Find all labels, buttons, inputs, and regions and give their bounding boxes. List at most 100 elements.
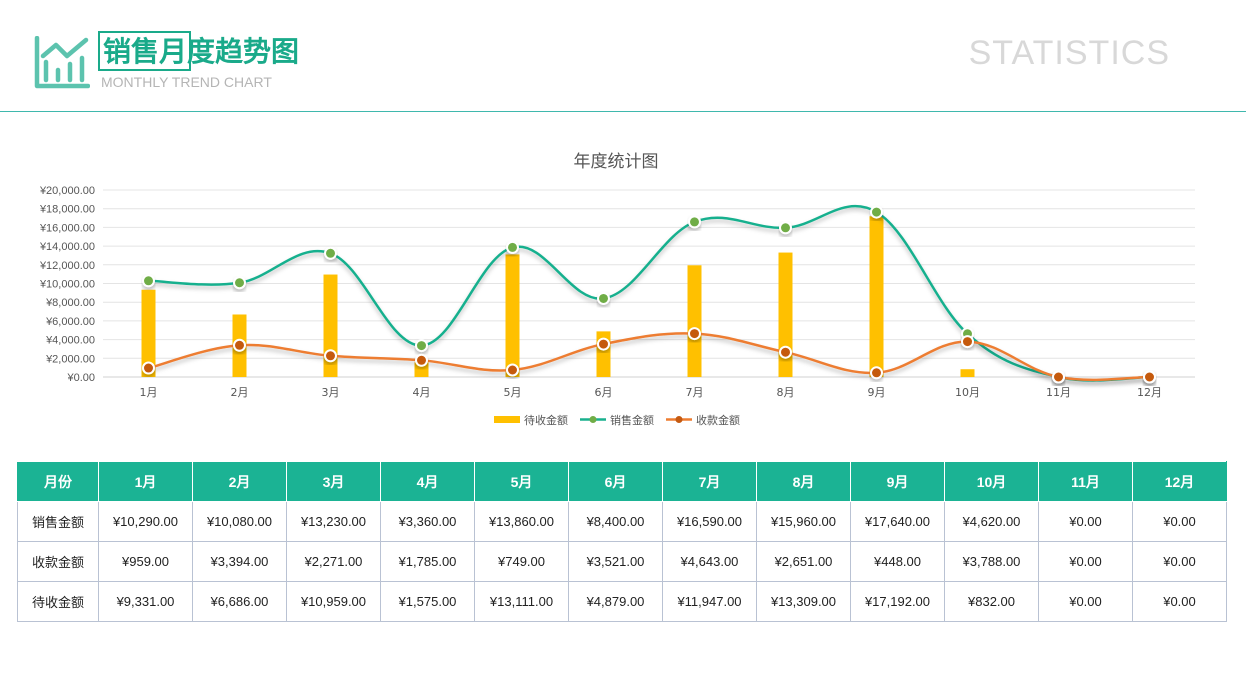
y-tick-label: ¥14,000.00 <box>39 241 95 253</box>
x-tick-label: 1月 <box>140 386 158 399</box>
x-tick-label: 8月 <box>777 386 795 399</box>
page-subtitle: MONTHLY TREND CHART <box>101 74 272 90</box>
y-tick-label: ¥10,000.00 <box>39 279 95 291</box>
table-header-cell: 9月 <box>850 461 945 502</box>
y-tick-label: ¥4,000.00 <box>45 335 95 347</box>
legend-label: 待收金额 <box>524 413 568 427</box>
table-header-cell: 6月 <box>568 461 663 502</box>
table-cell: ¥10,290.00 <box>98 501 193 542</box>
table-cell: ¥13,111.00 <box>474 581 569 622</box>
annual-statistics-chart: 年度统计图 ¥0.00 ¥2,000.00 ¥4,000.00 ¥6,000.00 ¥8… <box>39 152 1195 427</box>
y-tick-label: ¥20,000.00 <box>39 185 95 197</box>
x-tick-label: 6月 <box>595 386 613 399</box>
title-highlight-box <box>98 31 191 71</box>
x-tick-label: 2月 <box>231 386 249 399</box>
bar <box>960 369 975 377</box>
bar <box>414 362 429 377</box>
table-cell: ¥749.00 <box>474 541 569 582</box>
table-header-cell: 2月 <box>192 461 287 502</box>
legend-swatch <box>494 416 520 423</box>
table-cell: ¥17,640.00 <box>850 501 945 542</box>
chart-gridlines <box>103 189 1195 378</box>
table-cell: ¥3,394.00 <box>192 541 287 582</box>
table-cell: ¥13,860.00 <box>474 501 569 542</box>
table-cell: ¥0.00 <box>1132 541 1227 582</box>
data-point <box>597 337 610 351</box>
table-cell: ¥832.00 <box>944 581 1039 622</box>
x-tick-label: 10月 <box>955 386 980 399</box>
table-cell: ¥11,947.00 <box>662 581 757 622</box>
y-tick-label: ¥8,000.00 <box>45 297 95 309</box>
table-header-cell: 8月 <box>756 461 851 502</box>
table-cell: ¥4,879.00 <box>568 581 663 622</box>
table-cell: ¥13,230.00 <box>286 501 381 542</box>
table-cell: ¥10,080.00 <box>192 501 287 542</box>
bar <box>778 252 793 377</box>
monthly-data-table: 月份 1月 2月 3月 4月 5月 6月 7月 8月 9月 10月 11月 12… <box>17 461 1227 622</box>
legend-marker <box>675 416 683 423</box>
table-cell: ¥16,590.00 <box>662 501 757 542</box>
x-tick-label: 12月 <box>1137 386 1162 399</box>
data-point <box>1052 370 1065 384</box>
y-axis-ticks: ¥0.00 ¥2,000.00 ¥4,000.00 ¥6,000.00 ¥8,000.0… <box>39 185 95 384</box>
legend-label: 收款金额 <box>696 413 740 427</box>
table-cell: ¥15,960.00 <box>756 501 851 542</box>
table-cell: ¥4,643.00 <box>662 541 757 582</box>
series-line <box>148 205 1150 382</box>
x-tick-label: 5月 <box>504 386 522 399</box>
page-header: 销售月度趋势图 MONTHLY TREND CHART STATISTICS <box>0 0 1246 112</box>
header-divider <box>0 111 1246 112</box>
data-point <box>506 363 519 377</box>
x-tick-label: 9月 <box>868 386 886 399</box>
page-title: 销售月度趋势图 <box>103 35 300 68</box>
data-point <box>688 215 701 229</box>
legend-label: 销售金额 <box>610 413 654 427</box>
table-header-cell: 7月 <box>662 461 757 502</box>
data-point <box>233 338 246 352</box>
row-label: 待收金额 <box>17 581 99 622</box>
bar <box>141 289 156 377</box>
table-cell: ¥3,788.00 <box>944 541 1039 582</box>
bar-series <box>141 216 975 377</box>
y-tick-label: ¥12,000.00 <box>39 260 95 272</box>
data-point <box>324 349 337 363</box>
table-cell: ¥17,192.00 <box>850 581 945 622</box>
table-cell: ¥1,785.00 <box>380 541 475 582</box>
data-point <box>142 274 155 288</box>
table-cell: ¥2,651.00 <box>756 541 851 582</box>
data-point <box>506 240 519 254</box>
table-cell: ¥9,331.00 <box>98 581 193 622</box>
data-point <box>415 353 428 367</box>
data-point <box>870 205 883 219</box>
table-header-cell: 3月 <box>286 461 381 502</box>
table-cell: ¥3,521.00 <box>568 541 663 582</box>
table-cell: ¥3,360.00 <box>380 501 475 542</box>
data-point <box>142 361 155 375</box>
table-header-cell: 4月 <box>380 461 475 502</box>
table-cell: ¥13,309.00 <box>756 581 851 622</box>
table-header-cell: 5月 <box>474 461 569 502</box>
data-point <box>1143 370 1156 384</box>
statistics-label: STATISTICS <box>968 34 1170 72</box>
table-row-sales: 销售金额 ¥10,290.00 ¥10,080.00 ¥13,230.00 ¥3… <box>17 501 1227 542</box>
table-cell: ¥959.00 <box>98 541 193 582</box>
table-cell: ¥8,400.00 <box>568 501 663 542</box>
bar <box>505 254 520 377</box>
table-cell: ¥1,575.00 <box>380 581 475 622</box>
table-row-collected: 收款金额 ¥959.00 ¥3,394.00 ¥2,271.00 ¥1,785.… <box>17 541 1227 582</box>
bar <box>687 265 702 377</box>
legend-marker <box>589 416 597 423</box>
table-header-row: 月份 1月 2月 3月 4月 5月 6月 7月 8月 9月 10月 11月 12… <box>17 461 1227 502</box>
table-header-cell: 1月 <box>98 461 193 502</box>
table-cell: ¥0.00 <box>1038 581 1133 622</box>
table-header-cell: 12月 <box>1132 461 1227 502</box>
data-point <box>688 327 701 341</box>
table-cell: ¥2,271.00 <box>286 541 381 582</box>
row-label: 销售金额 <box>17 501 99 542</box>
x-tick-label: 7月 <box>686 386 704 399</box>
x-tick-label: 3月 <box>322 386 340 399</box>
table-header-cell: 10月 <box>944 461 1039 502</box>
chart-legend: 待收金额 销售金额 收款金额 <box>494 413 740 427</box>
table-cell: ¥0.00 <box>1132 501 1227 542</box>
bar <box>869 216 884 377</box>
